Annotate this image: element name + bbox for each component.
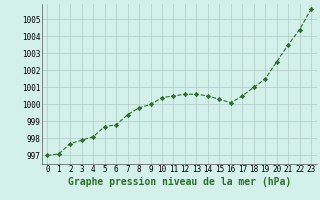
X-axis label: Graphe pression niveau de la mer (hPa): Graphe pression niveau de la mer (hPa) (68, 177, 291, 187)
